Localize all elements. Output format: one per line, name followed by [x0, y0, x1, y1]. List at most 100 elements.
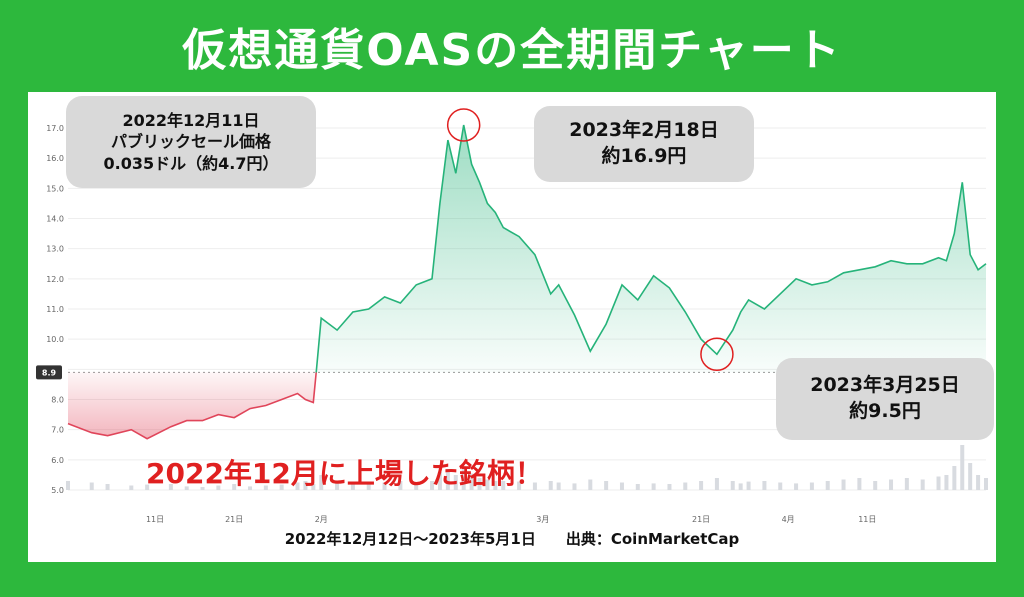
volume-bar	[778, 482, 783, 490]
volume-bar	[469, 473, 474, 490]
volume-bar	[437, 472, 442, 490]
volume-bar	[414, 483, 419, 490]
volume-bar	[493, 481, 498, 490]
low-date: 2023年3月25日	[810, 374, 960, 397]
volume-bar	[350, 482, 355, 490]
volume-bar	[762, 481, 767, 490]
y-tick-label: 11.0	[46, 305, 64, 314]
volume-bar	[841, 479, 846, 490]
volume-bar	[873, 481, 878, 490]
volume-bar	[976, 475, 981, 490]
x-tick-label: 21日	[692, 515, 710, 524]
volume-bar	[936, 476, 941, 490]
volume-bar	[984, 478, 988, 490]
x-tick-label: 11日	[858, 515, 876, 524]
listing-note: 2022年12月に上場した銘柄！	[146, 457, 543, 490]
volume-bar	[968, 463, 973, 490]
volume-bar	[398, 481, 403, 490]
volume-bar	[635, 484, 640, 490]
low-price: 約9.5円	[849, 400, 921, 422]
up-area	[316, 125, 986, 373]
page-title: 仮想通貨OASの全期間チャート	[182, 25, 842, 76]
volume-bar	[746, 481, 751, 490]
volume-bar	[517, 481, 522, 490]
volume-bar	[548, 481, 553, 490]
volume-bar	[216, 485, 221, 490]
volume-bar	[920, 479, 925, 490]
volume-bar	[532, 482, 537, 490]
volume-bar	[485, 479, 490, 490]
volume-bar	[683, 482, 688, 490]
volume-bar	[445, 469, 450, 490]
public-sale-callout: 2022年12月11日 パブリックセール価格 0.035ドル（約4.7円）	[66, 96, 316, 188]
volume-bars	[66, 445, 988, 490]
low-circle	[700, 337, 734, 371]
volume-bar	[730, 481, 735, 490]
up-line	[315, 124, 987, 373]
volume-bar	[738, 483, 743, 490]
volume-bar	[461, 466, 466, 490]
volume-bar	[699, 481, 704, 490]
volume-bar	[809, 482, 814, 490]
public-sale-price: 0.035ドル（約4.7円）	[103, 153, 279, 173]
volume-bar	[319, 475, 324, 490]
volume-bar	[89, 482, 94, 490]
volume-bar	[184, 486, 189, 490]
chart-panel: 5.0 6.0 7.0 8.0 10.0 11.0 12.0 13.0 14.0 15.0 16.0…	[28, 92, 996, 562]
volume-bar	[944, 475, 949, 490]
price-lines	[67, 124, 987, 440]
volume-bar	[952, 466, 957, 490]
volume-bar	[501, 481, 506, 490]
y-tick-label: 10.0	[46, 335, 64, 344]
y-tick-label: 15.0	[46, 184, 64, 193]
volume-bar	[794, 483, 799, 490]
volume-bar	[889, 479, 894, 490]
y-tick-label: 5.0	[51, 486, 64, 495]
public-sale-label: パブリックセール価格	[110, 132, 271, 152]
volume-bar	[556, 482, 561, 490]
x-tick-label: 3月	[536, 515, 549, 524]
volume-bar	[572, 483, 577, 490]
down-line	[67, 372, 317, 440]
peak-callout: 2023年2月18日 約16.9円	[534, 106, 754, 182]
y-tick-label: 17.0	[46, 124, 64, 133]
volume-bar	[145, 484, 150, 490]
volume-bar	[248, 486, 253, 490]
y-tick-label: 14.0	[46, 215, 64, 224]
volume-bar	[960, 445, 965, 490]
low-callout: 2023年3月25日 約9.5円	[776, 358, 994, 440]
y-tick-label: 13.0	[46, 245, 64, 254]
y-tick-label: 16.0	[46, 154, 64, 163]
volume-bar	[904, 478, 909, 490]
volume-bar	[279, 484, 284, 490]
volume-bar	[66, 481, 70, 490]
y-tick-label: 6.0	[51, 456, 64, 465]
volume-bar	[430, 481, 435, 490]
y-tick-label: 7.0	[51, 426, 64, 435]
x-tick-label: 2月	[315, 515, 328, 524]
volume-bar	[311, 484, 316, 490]
volume-bar	[453, 475, 458, 490]
volume-bar	[129, 485, 134, 490]
y-axis: 5.0 6.0 7.0 8.0 10.0 11.0 12.0 13.0 14.0 15.0 16.0…	[36, 124, 64, 495]
price-areas	[68, 125, 986, 439]
peak-price: 約16.9円	[601, 145, 687, 167]
current-price-badge	[36, 365, 62, 380]
volume-bar	[232, 484, 237, 490]
current-price-label: 8.9	[42, 368, 57, 377]
chart-caption: 2022年12月12日〜2023年5月1日 出典：CoinMarketCap	[284, 530, 740, 548]
volume-bar	[335, 481, 340, 490]
volume-bar	[263, 485, 268, 490]
highlight-marks	[446, 108, 734, 371]
volume-bar	[366, 484, 371, 490]
volume-bar	[168, 484, 173, 490]
x-tick-label: 4月	[782, 515, 795, 524]
volume-bar	[604, 481, 609, 490]
volume-bar	[382, 482, 387, 490]
y-tick-label: 12.0	[46, 275, 64, 284]
x-tick-label: 21日	[225, 515, 243, 524]
y-tick-label: 8.0	[51, 396, 64, 405]
volume-bar	[825, 481, 830, 490]
volume-bar	[105, 484, 110, 490]
volume-bar	[303, 481, 308, 490]
